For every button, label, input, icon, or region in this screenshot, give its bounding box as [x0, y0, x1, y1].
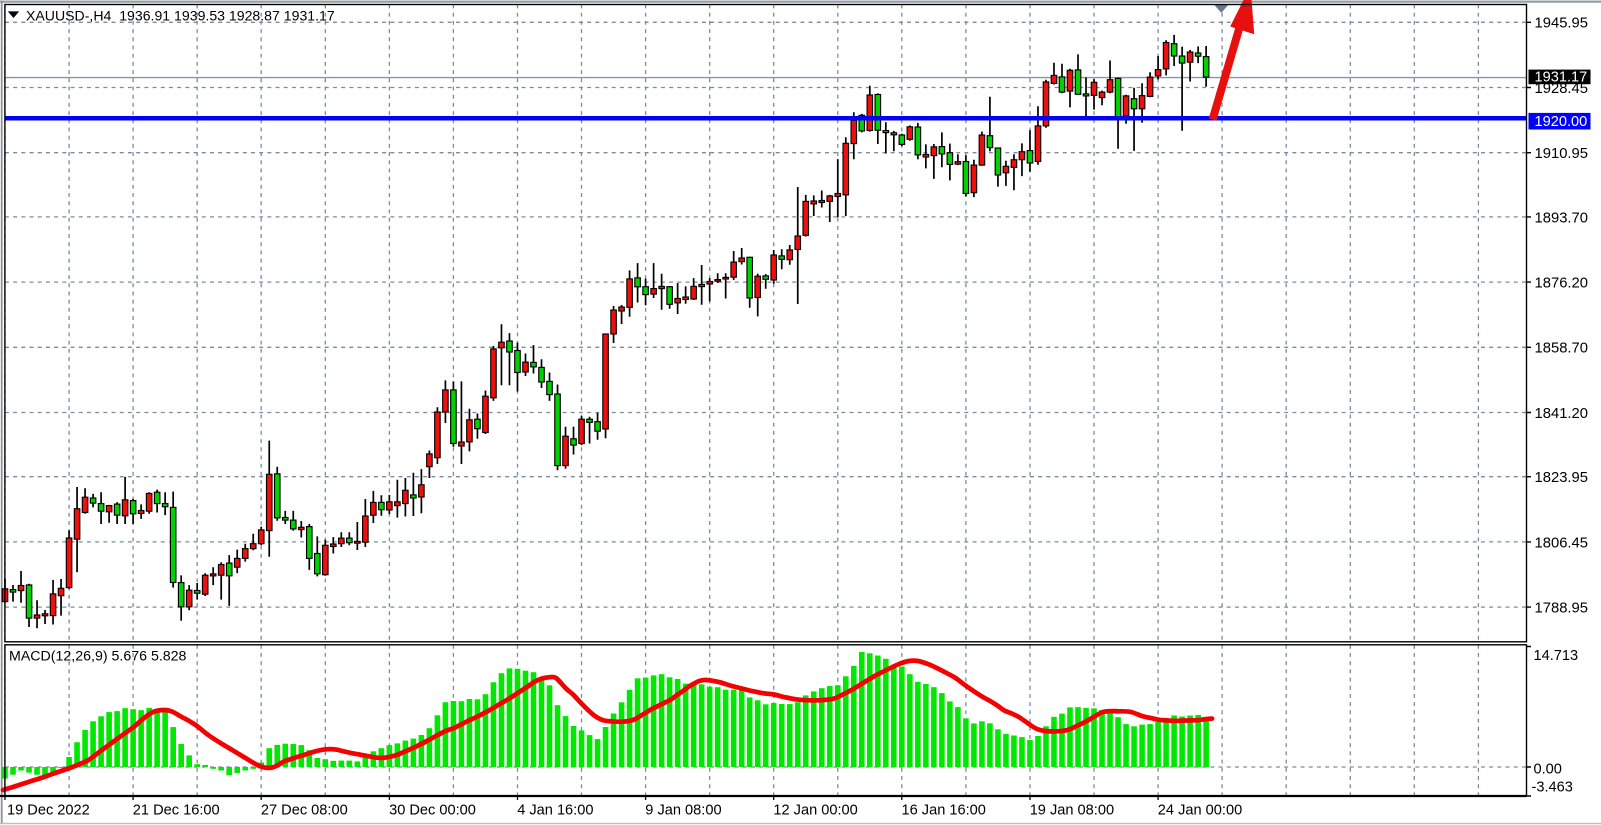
svg-text:27 Dec 08:00: 27 Dec 08:00 — [261, 803, 348, 819]
svg-text:19 Dec 2022: 19 Dec 2022 — [7, 803, 90, 819]
svg-text:1841.20: 1841.20 — [1535, 406, 1589, 422]
svg-text:1858.70: 1858.70 — [1535, 341, 1589, 357]
svg-text:1920.00: 1920.00 — [1535, 114, 1588, 130]
svg-text:1928.45: 1928.45 — [1535, 81, 1589, 97]
svg-text:19 Jan 08:00: 19 Jan 08:00 — [1030, 803, 1114, 819]
svg-text:1806.45: 1806.45 — [1535, 535, 1589, 551]
svg-text:1788.95: 1788.95 — [1535, 601, 1589, 617]
svg-text:1931.17: 1931.17 — [1535, 70, 1588, 86]
svg-text:4 Jan 16:00: 4 Jan 16:00 — [517, 803, 593, 819]
svg-text:0.00: 0.00 — [1534, 761, 1562, 777]
svg-text:-3.463: -3.463 — [1532, 779, 1573, 795]
svg-text:1910.95: 1910.95 — [1535, 146, 1589, 162]
svg-text:21 Dec 16:00: 21 Dec 16:00 — [133, 803, 220, 819]
svg-text:9 Jan 08:00: 9 Jan 08:00 — [645, 803, 721, 819]
svg-text:1893.70: 1893.70 — [1535, 210, 1589, 226]
svg-text:12 Jan 00:00: 12 Jan 00:00 — [773, 803, 857, 819]
svg-text:MACD(12,26,9) 5.676 5.828: MACD(12,26,9) 5.676 5.828 — [9, 649, 187, 665]
svg-text:14.713: 14.713 — [1534, 648, 1579, 664]
svg-text:30 Dec 00:00: 30 Dec 00:00 — [389, 803, 476, 819]
svg-text:1876.20: 1876.20 — [1535, 276, 1589, 292]
svg-text:1823.95: 1823.95 — [1535, 470, 1589, 486]
svg-text:16 Jan 16:00: 16 Jan 16:00 — [902, 803, 986, 819]
svg-text:XAUUSD-,H4 1936.91 1939.53 19: XAUUSD-,H4 1936.91 1939.53 1928.87 1931.… — [26, 8, 335, 24]
svg-text:1945.95: 1945.95 — [1535, 16, 1589, 32]
svg-text:24 Jan 00:00: 24 Jan 00:00 — [1158, 803, 1242, 819]
